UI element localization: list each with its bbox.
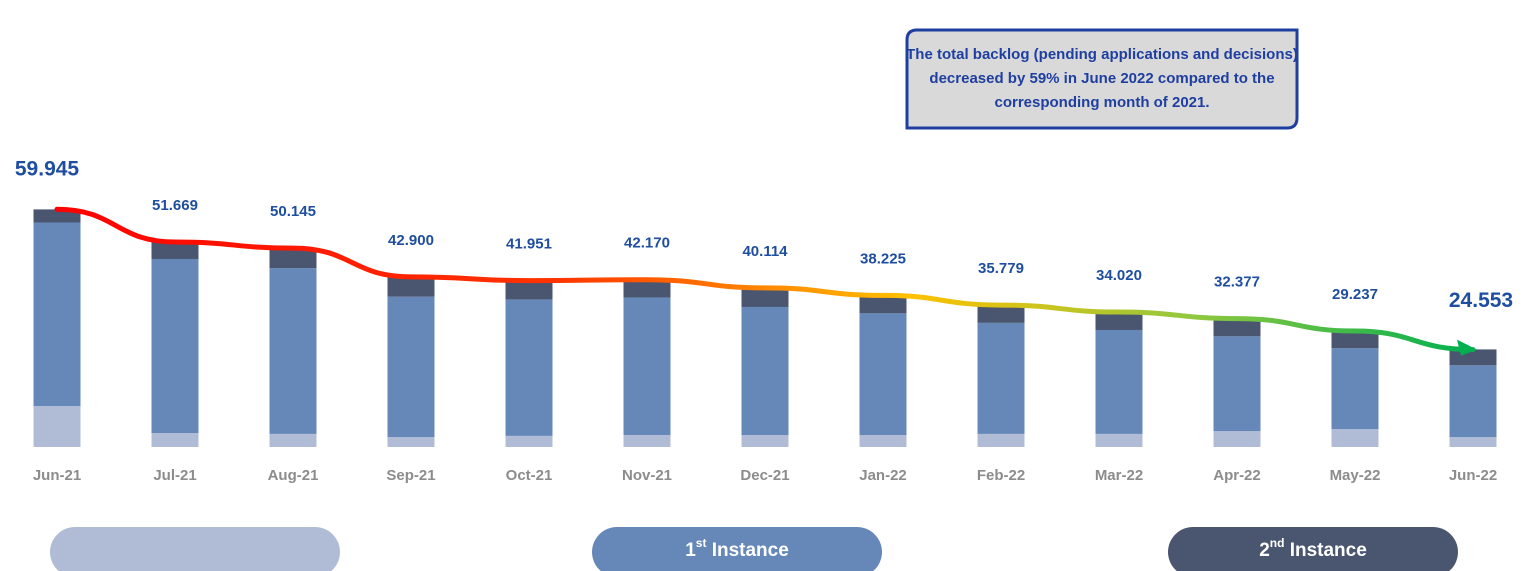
bar-segment	[977, 322, 1025, 434]
total-label: 59.945	[15, 158, 80, 181]
bar-segment	[1095, 312, 1143, 330]
bar-segment	[387, 437, 435, 447]
bar-segment	[33, 222, 81, 407]
bar-segment	[151, 433, 199, 447]
bar-segment	[1449, 437, 1497, 447]
bar-segment	[1095, 329, 1143, 434]
legend-pill	[1168, 527, 1458, 571]
bar-segment	[1213, 336, 1261, 432]
x-tick-label: Jun-22	[1449, 467, 1497, 484]
annotation-text: decreased by 59% in June 2022 compared t…	[929, 70, 1274, 87]
bar-segment	[859, 313, 907, 436]
bar-segment	[1449, 365, 1497, 438]
trend-arrowhead	[1457, 339, 1477, 356]
total-label: 42.900	[388, 232, 434, 249]
bar-segment	[33, 209, 81, 223]
x-tick-label: Feb-22	[977, 467, 1025, 484]
bar-segment	[859, 295, 907, 314]
x-tick-label: Aug-21	[268, 467, 319, 484]
x-tick-label: Dec-21	[740, 467, 789, 484]
bar-segment	[741, 306, 789, 436]
total-label: 35.779	[978, 260, 1024, 277]
legend-pill	[592, 527, 882, 571]
legend-label: 2nd Instance	[1259, 536, 1367, 561]
bar-segment	[623, 279, 671, 298]
bar-segment	[387, 276, 435, 297]
total-label: 32.377	[1214, 274, 1260, 291]
bar-segment	[505, 280, 553, 300]
total-label: 51.669	[152, 197, 198, 214]
bar-segment	[151, 258, 199, 434]
x-tick-label: Sep-21	[386, 467, 435, 484]
bar-segment	[1331, 331, 1379, 349]
bar-segment	[741, 287, 789, 307]
trend-line	[54, 206, 1476, 353]
bar-segment	[33, 406, 81, 447]
annotation-text: The total backlog (pending applications …	[906, 46, 1298, 63]
x-tick-label: Jul-21	[153, 467, 196, 484]
total-label: 50.145	[270, 203, 316, 220]
total-label: 42.170	[624, 235, 670, 252]
bar-segment	[505, 299, 553, 436]
bar-segment	[1213, 318, 1261, 337]
bar-segment	[269, 268, 317, 434]
x-tick-label: Mar-22	[1095, 467, 1143, 484]
bar-segment	[1213, 431, 1261, 447]
annotation-box	[905, 28, 1299, 130]
bar-segment	[1331, 429, 1379, 447]
bar-segment	[269, 248, 317, 269]
legend-label: 1st Instance	[685, 536, 789, 561]
bar-segment	[151, 241, 199, 259]
total-label: 24.553	[1449, 289, 1513, 312]
bar-segment	[977, 433, 1025, 447]
x-tick-label: Jan-22	[859, 467, 907, 484]
bar-segment	[387, 296, 435, 438]
x-tick-label: Jun-21	[33, 467, 81, 484]
bar-segment	[623, 297, 671, 436]
bar-segment	[505, 435, 553, 447]
bar-segment	[859, 435, 907, 447]
total-label: 34.020	[1096, 267, 1142, 284]
total-label: 29.237	[1332, 286, 1378, 303]
x-tick-label: Apr-22	[1213, 467, 1261, 484]
total-label: 40.114	[742, 243, 788, 260]
bar-segment	[269, 433, 317, 447]
x-tick-label: Oct-21	[506, 467, 553, 484]
total-label: 38.225	[860, 250, 906, 267]
x-tick-label: Nov-21	[622, 467, 672, 484]
x-tick-label: May-22	[1330, 467, 1381, 484]
bar-segment	[1095, 433, 1143, 447]
bar-segment	[1331, 348, 1379, 430]
legend-pill	[50, 527, 340, 571]
total-label: 41.951	[506, 236, 552, 253]
bar-segment	[623, 435, 671, 447]
bar-segment	[741, 435, 789, 447]
annotation-text: corresponding month of 2021.	[994, 94, 1209, 111]
bar-segment	[977, 304, 1025, 323]
